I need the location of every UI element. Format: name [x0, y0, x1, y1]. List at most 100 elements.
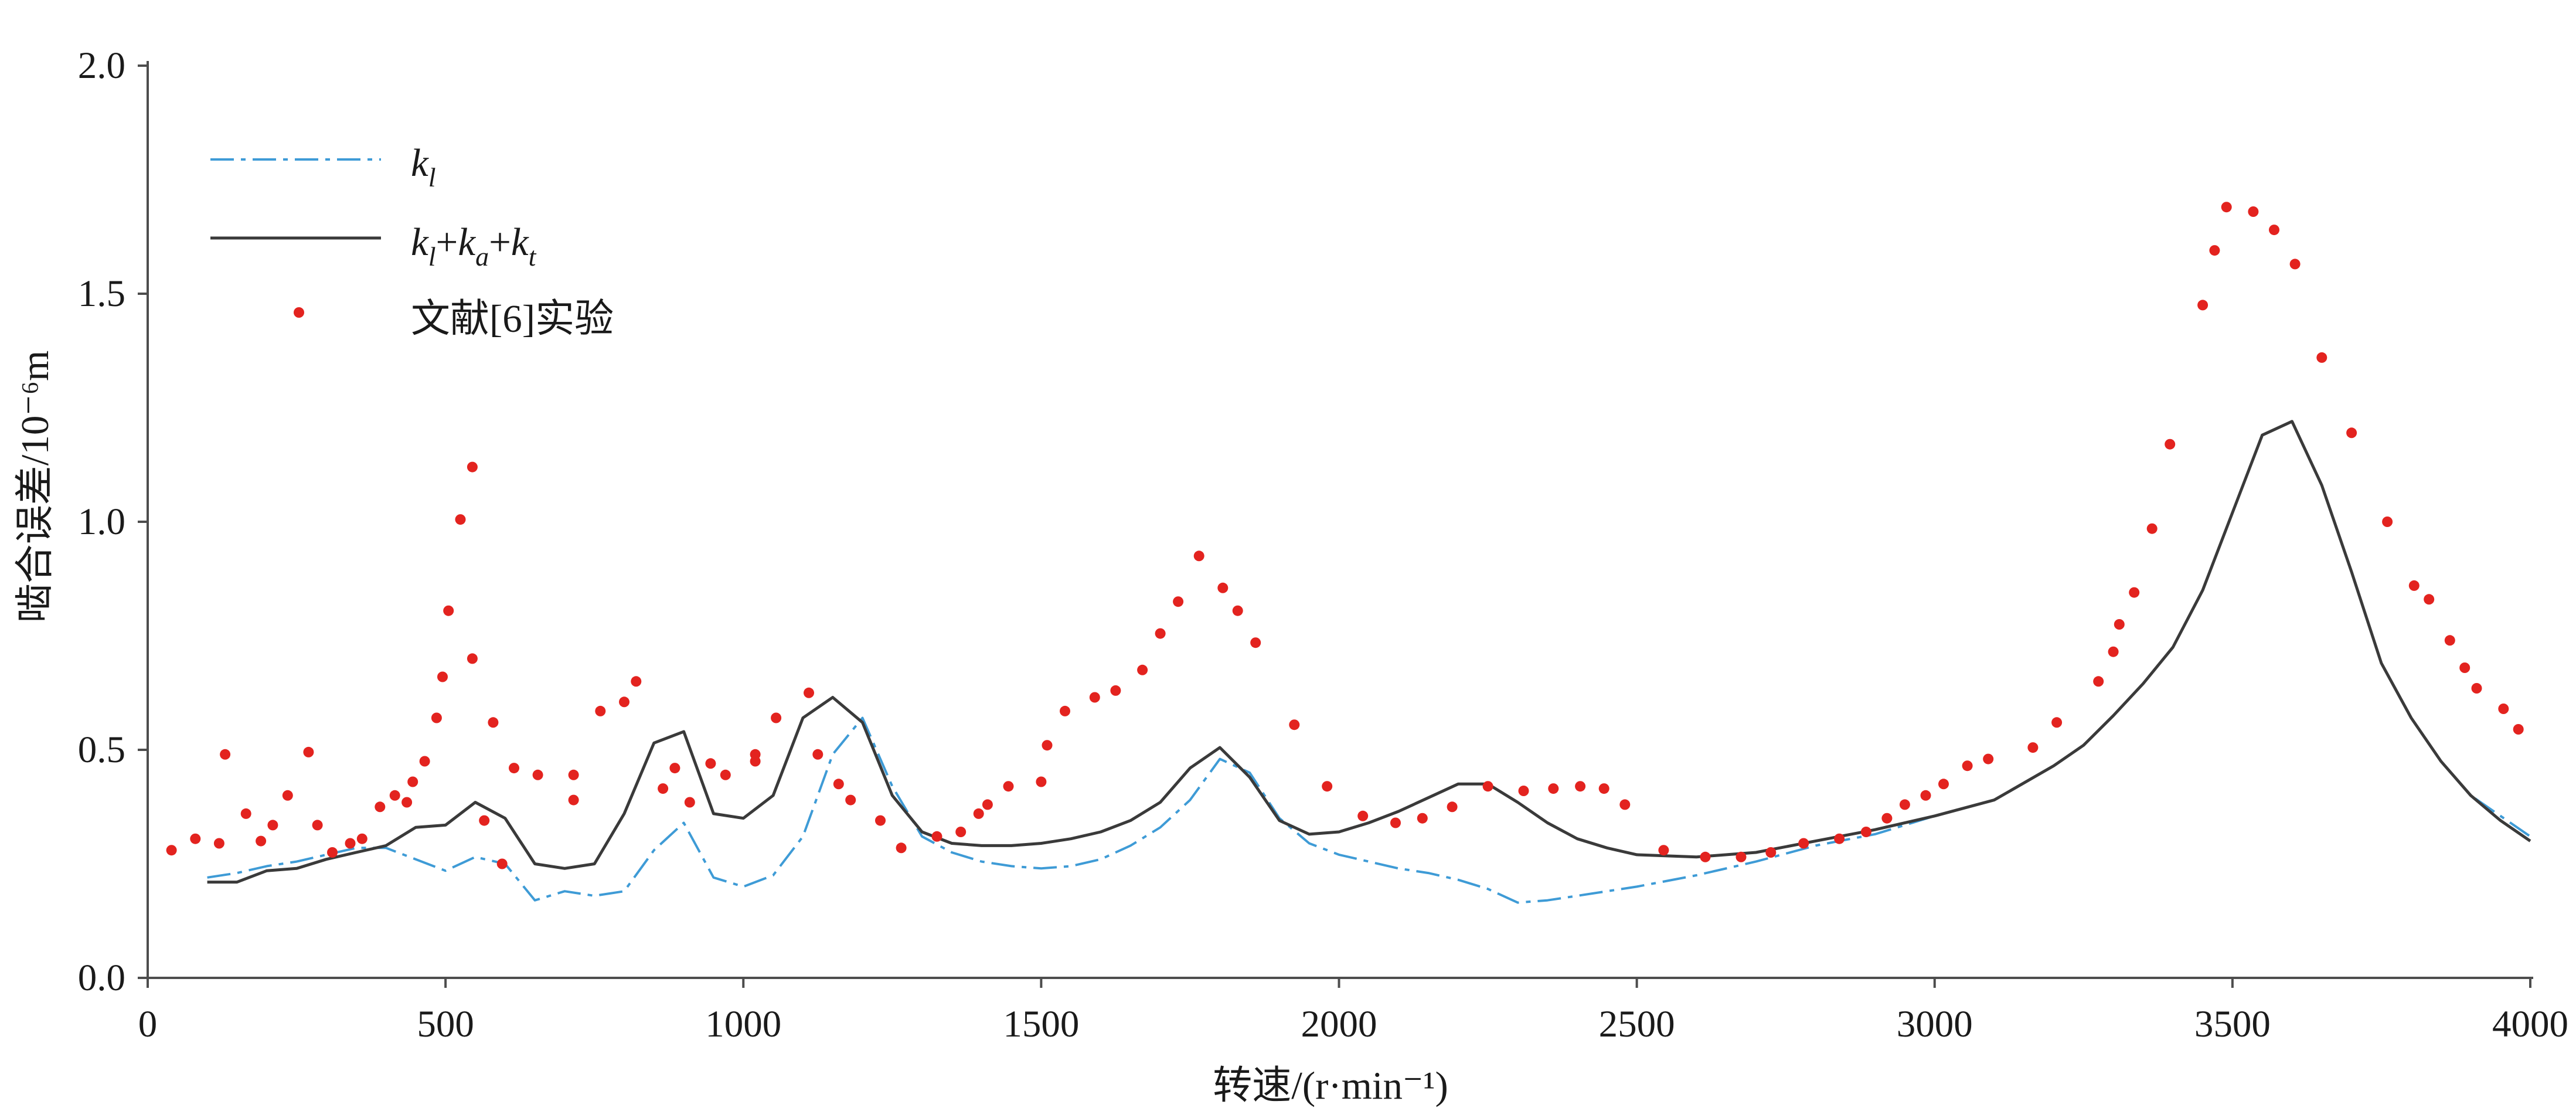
experiment-data-point — [1899, 799, 1910, 810]
legend-label-glyph: + — [436, 220, 458, 264]
legend-label-subscript: l — [428, 242, 436, 271]
legend-label-subscript: a — [475, 242, 489, 271]
experiment-data-point — [220, 749, 231, 760]
experiment-data-point — [750, 756, 761, 767]
experiment-data-point — [532, 769, 543, 780]
experiment-data-point — [213, 838, 224, 849]
experiment-data-point — [875, 815, 886, 826]
experiment-data-point — [2471, 683, 2482, 694]
experiment-data-point — [2146, 523, 2158, 534]
experiment-data-point — [896, 842, 907, 854]
legend-label: kl — [411, 141, 436, 192]
experiment-data-point — [658, 783, 669, 794]
x-tick-label: 4000 — [2492, 1003, 2568, 1045]
experiment-data-point — [931, 831, 942, 842]
x-tick-label: 2000 — [1301, 1003, 1377, 1045]
experiment-data-point — [2027, 742, 2039, 753]
experiment-data-point — [812, 749, 823, 760]
y-tick-label: 2.0 — [78, 45, 125, 87]
experiment-data-point — [389, 790, 400, 801]
experiment-data-point — [1003, 781, 1014, 792]
experiment-data-point — [312, 820, 323, 831]
x-tick-label: 0 — [138, 1003, 158, 1045]
experiment-data-point — [2197, 300, 2209, 311]
experiment-data-point — [568, 769, 579, 780]
experiment-data-point — [2289, 259, 2301, 270]
experiment-data-point — [1834, 833, 1845, 844]
x-tick-label: 1500 — [1003, 1003, 1079, 1045]
experiment-data-point — [1137, 664, 1148, 675]
experiment-data-point — [2382, 516, 2393, 527]
experiment-data-point — [1036, 776, 1047, 787]
experiment-data-point — [1736, 851, 1747, 862]
experiment-data-point — [2129, 587, 2140, 598]
experiment-data-point — [1518, 786, 1529, 796]
experiment-data-point — [2165, 439, 2176, 450]
experiment-data-point — [1447, 801, 1458, 813]
experiment-data-point — [845, 794, 856, 806]
experiment-data-point — [1575, 781, 1586, 792]
experiment-data-point — [356, 833, 367, 844]
experiment-data-point — [631, 676, 642, 687]
experiment-data-point — [2316, 352, 2327, 363]
experiment-data-point — [1217, 582, 1229, 593]
experiment-data-point — [1089, 692, 1100, 703]
experiment-data-point — [1193, 550, 1204, 562]
x-tick-label: 3500 — [2194, 1003, 2271, 1045]
experiment-data-point — [467, 653, 478, 664]
experiment-data-point — [256, 835, 267, 847]
experiment-data-point — [1548, 783, 1559, 794]
experiment-data-point — [619, 696, 629, 708]
legend-label-glyph: k — [411, 141, 429, 185]
experiment-data-point — [2444, 635, 2455, 646]
experiment-data-point — [2269, 225, 2279, 236]
experiment-data-point — [240, 808, 251, 819]
experiment-data-point — [2248, 206, 2259, 217]
experiment-data-point — [1289, 719, 1300, 730]
experiment-data-point — [2408, 580, 2420, 591]
experiment-data-point — [1042, 740, 1053, 751]
experiment-data-point — [401, 797, 413, 808]
experiment-data-point — [1322, 781, 1333, 792]
experiment-data-point — [669, 763, 680, 774]
experiment-data-point — [1920, 790, 1931, 801]
experiment-data-point — [1983, 753, 1994, 764]
y-tick-label: 1.5 — [78, 273, 125, 315]
experiment-data-point — [345, 838, 356, 849]
experiment-data-point — [455, 514, 466, 525]
experiment-data-point — [2424, 594, 2435, 605]
experiment-data-point — [705, 758, 716, 769]
experiment-data-point — [720, 769, 731, 780]
x-tick-label: 500 — [417, 1003, 474, 1045]
legend-label-subscript: t — [529, 242, 537, 271]
axes — [147, 61, 2533, 979]
x-tick-label: 3000 — [1897, 1003, 1973, 1045]
experiment-data-point — [419, 756, 430, 767]
experiment-data-point — [1060, 705, 1070, 716]
ticks: 0.0 0.5 1.0 1.5 2.0 0 500 1000 1500 2000 2500 3000 3… — [78, 45, 2568, 1045]
experiment-data-point — [1881, 813, 1893, 824]
legend-label: 文献[6]实验 — [411, 297, 614, 341]
experiment-data-point — [2513, 724, 2524, 735]
experiment-data-point — [1598, 783, 1609, 794]
experiment-data-point — [804, 687, 814, 698]
y-tick-label: 0.5 — [78, 729, 125, 771]
x-tick-label: 2500 — [1599, 1003, 1675, 1045]
experiment-data-point — [833, 779, 844, 790]
y-tick-label: 0.0 — [78, 957, 125, 999]
experiment-data-point — [1765, 847, 1777, 858]
experiment-data-point — [303, 746, 314, 757]
experiment-data-point — [568, 794, 579, 806]
experiment-data-point — [1110, 685, 1121, 696]
experiment-data-point — [267, 820, 278, 831]
dash-dot-series-line — [207, 420, 2531, 904]
experiment-data-point — [1232, 605, 1243, 616]
experiment-data-point — [771, 712, 782, 723]
experiment-data-point — [973, 808, 984, 819]
legend-label-glyph: + — [489, 220, 511, 264]
experiment-data-point — [437, 671, 448, 682]
experiment-data-point — [1357, 810, 1369, 821]
experiment-data-point — [375, 801, 386, 813]
